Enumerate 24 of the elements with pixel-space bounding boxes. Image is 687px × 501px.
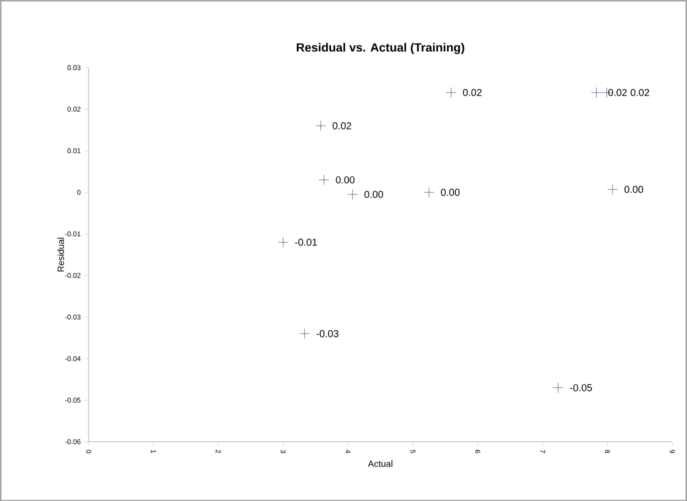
point <box>552 382 564 393</box>
point <box>316 120 326 131</box>
data-label: 0.02 <box>332 122 352 130</box>
data-label: 0.02 <box>608 88 627 96</box>
data-label: -0.01 <box>295 238 317 246</box>
point <box>299 328 310 339</box>
chart-title: Residual vs. Actual (Training) <box>296 42 464 54</box>
x-axis-title: Actual <box>368 460 392 467</box>
point <box>318 174 330 185</box>
data-label: 0.00 <box>624 186 644 193</box>
data-label: -0.03 <box>316 330 338 338</box>
data-label: 0.00 <box>336 176 355 184</box>
point <box>424 186 434 198</box>
point <box>278 236 288 248</box>
point <box>607 184 618 194</box>
data-label: 0.00 <box>440 188 460 196</box>
point <box>591 87 602 98</box>
data-label: -0.05 <box>570 384 592 392</box>
y-axis-title: Residual <box>57 238 64 272</box>
point <box>347 189 358 200</box>
point <box>446 87 456 98</box>
data-label: 0.02 <box>463 88 482 96</box>
data-label: 0.00 <box>364 190 384 198</box>
data-label: 0.02 <box>630 88 650 96</box>
